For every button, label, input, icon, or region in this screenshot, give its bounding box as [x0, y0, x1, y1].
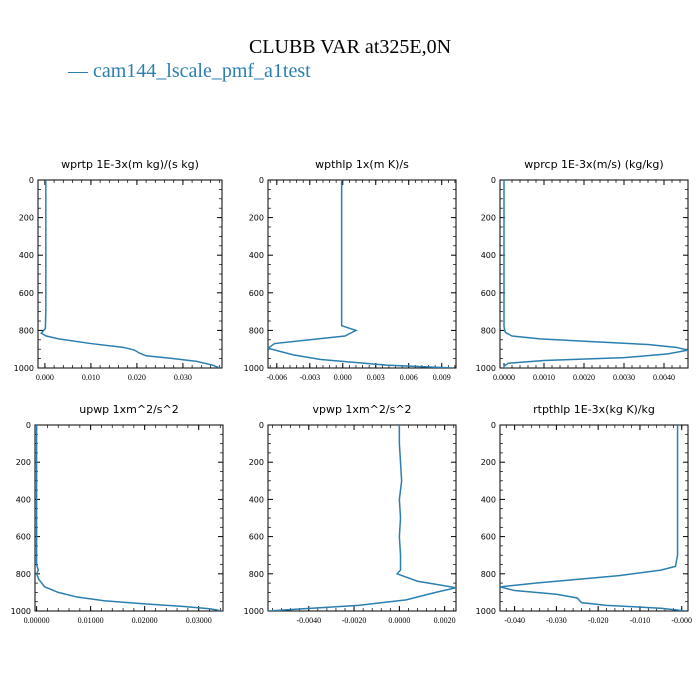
series-line [268, 180, 453, 368]
x-tick-label: -0.040 [504, 616, 525, 625]
y-tick-label: 800 [481, 570, 496, 579]
x-tick-label: -0.0040 [296, 616, 321, 625]
x-tick-label: 0.006 [400, 373, 418, 382]
y-tick-label: 0 [491, 176, 496, 185]
y-tick-label: 200 [481, 214, 496, 223]
panel-title: wprtp 1E-3x(m kg)/(s kg) [61, 158, 199, 171]
y-tick-label: 600 [481, 533, 496, 542]
x-tick-label: 0.00000 [24, 616, 50, 625]
x-tick-label: -0.006 [266, 373, 287, 382]
panel-title: rtpthlp 1E-3x(kg K)/kg [533, 403, 655, 416]
x-tick-label: 0.02000 [132, 616, 158, 625]
x-tick-label: 0.0040 [653, 373, 675, 382]
x-tick-label: 0.000 [334, 373, 352, 382]
panel-title: wpthlp 1x(m K)/s [315, 158, 409, 171]
y-tick-label: 800 [249, 570, 264, 579]
x-tick-label: -0.030 [546, 616, 567, 625]
x-tick-label: 0.000 [36, 373, 54, 382]
series-line [500, 425, 686, 611]
y-tick-label: 200 [249, 458, 264, 467]
x-tick-label: 0.03000 [186, 616, 212, 625]
x-tick-label: 0.003 [367, 373, 385, 382]
x-tick-label: 0.0000 [388, 616, 410, 625]
y-tick-label: 1000 [11, 607, 31, 616]
y-tick-label: 0 [491, 421, 496, 430]
y-tick-label: 400 [481, 495, 496, 504]
plot-frame [499, 179, 689, 369]
series-line [503, 180, 688, 368]
y-tick-label: 1000 [476, 364, 496, 373]
x-tick-label: 0.0030 [613, 373, 635, 382]
y-tick-label: 1000 [14, 364, 34, 373]
y-tick-label: 1000 [476, 607, 496, 616]
y-tick-label: 400 [481, 251, 496, 260]
y-tick-label: 1000 [244, 607, 264, 616]
y-tick-label: 600 [16, 533, 31, 542]
y-tick-label: 600 [481, 289, 496, 298]
legend-label: cam144_lscale_pmf_a1test [93, 60, 311, 82]
y-tick-label: 800 [16, 570, 31, 579]
legend-line-icon: — [68, 60, 88, 82]
x-tick-label: 0.0020 [434, 616, 456, 625]
x-tick-label: 0.01000 [78, 616, 104, 625]
x-tick-label: -0.020 [588, 616, 609, 625]
legend: — cam144_lscale_pmf_a1test [68, 60, 311, 83]
series-line [35, 425, 221, 611]
y-tick-label: 200 [19, 214, 34, 223]
x-tick-label: 0.0000 [493, 373, 515, 382]
panel-title: wprcp 1E-3x(m/s) (kg/kg) [524, 158, 663, 171]
x-tick-label: -0.003 [299, 373, 320, 382]
y-tick-label: 400 [249, 495, 264, 504]
y-tick-label: 0 [259, 176, 264, 185]
x-tick-label: 0.009 [433, 373, 451, 382]
panel-title: vpwp 1xm^2/s^2 [312, 403, 411, 416]
x-tick-label: -0.010 [630, 616, 651, 625]
x-tick-label: 0.0010 [533, 373, 555, 382]
x-tick-label: 0.020 [128, 373, 146, 382]
chart-title: CLUBB VAR at325E,0N [248, 36, 452, 58]
y-tick-label: 200 [16, 458, 31, 467]
y-tick-label: 600 [249, 289, 264, 298]
y-tick-label: 0 [29, 176, 34, 185]
y-tick-label: 1000 [244, 364, 264, 373]
y-tick-label: 600 [19, 289, 34, 298]
y-tick-label: 0 [26, 421, 31, 430]
x-tick-label: -0.0020 [342, 616, 367, 625]
y-tick-label: 0 [259, 421, 264, 430]
y-tick-label: 400 [249, 251, 264, 260]
y-tick-label: 800 [19, 326, 34, 335]
y-tick-label: 800 [481, 326, 496, 335]
plot-frame [34, 424, 224, 612]
x-tick-label: 0.030 [174, 373, 192, 382]
x-tick-label: 0.010 [82, 373, 100, 382]
y-tick-label: 200 [249, 214, 264, 223]
panel-title: upwp 1xm^2/s^2 [79, 403, 179, 416]
y-tick-label: 400 [19, 251, 34, 260]
series-line [268, 425, 456, 611]
plot-frame [267, 179, 457, 369]
x-tick-label: 0.0020 [573, 373, 595, 382]
y-tick-label: 400 [16, 495, 31, 504]
y-tick-label: 200 [481, 458, 496, 467]
x-tick-label: -0.000 [671, 616, 692, 625]
y-tick-label: 600 [249, 533, 264, 542]
plot-frame [499, 424, 689, 612]
series-line [40, 180, 220, 368]
y-tick-label: 800 [249, 326, 264, 335]
